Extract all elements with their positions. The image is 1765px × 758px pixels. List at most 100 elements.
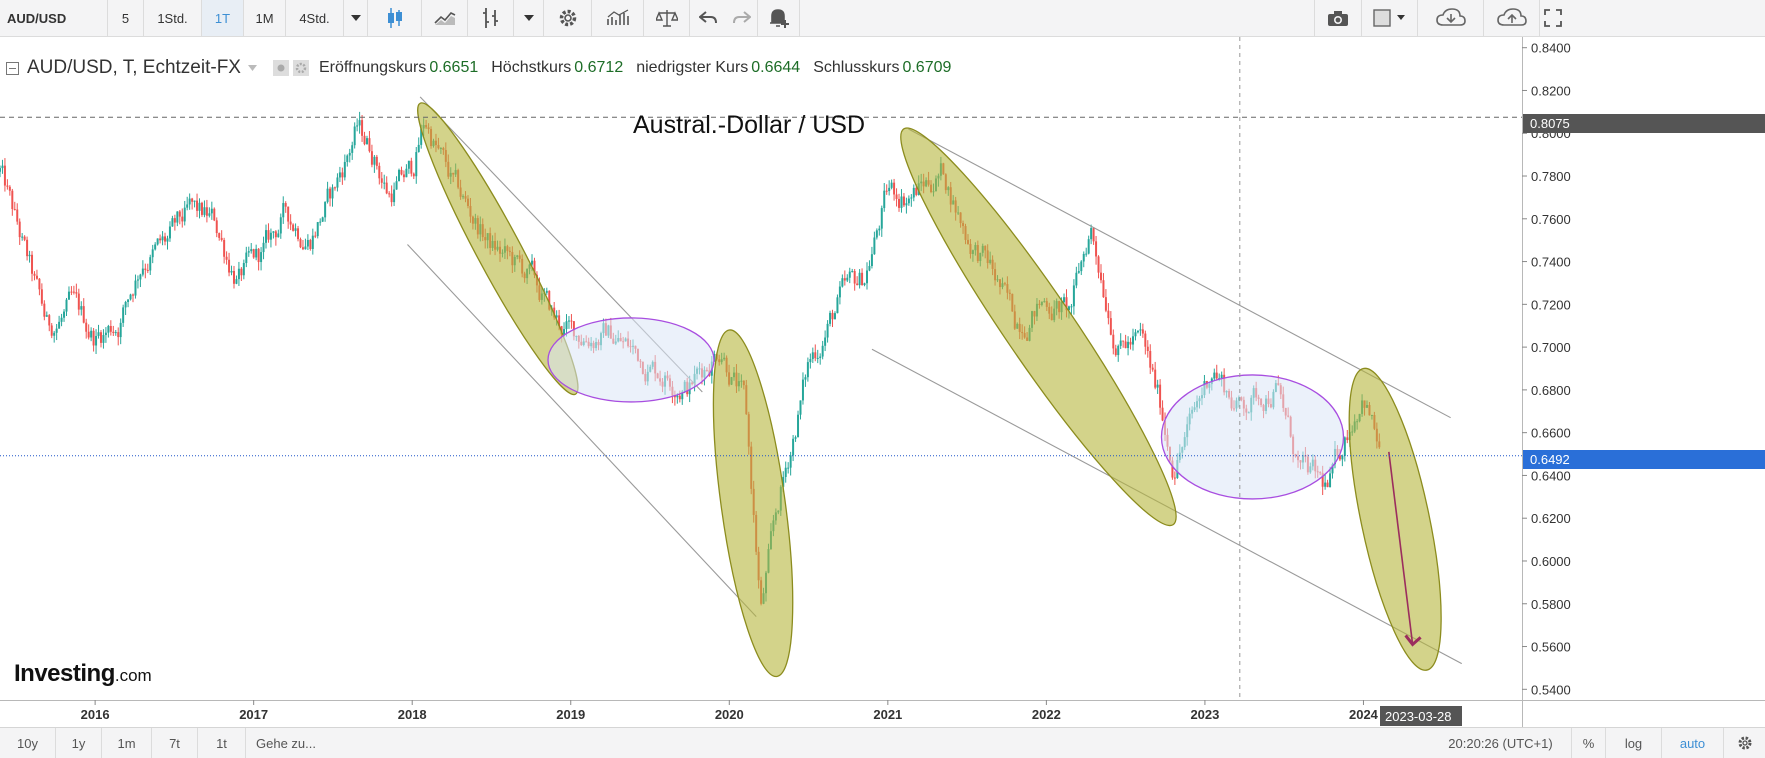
save-layout-button[interactable] — [1484, 0, 1540, 36]
chart-type-bars[interactable] — [468, 0, 514, 36]
candle-body — [905, 203, 908, 206]
interval-1d[interactable]: 1T — [202, 0, 244, 36]
alert-button[interactable] — [758, 0, 800, 36]
candle-body — [402, 174, 405, 178]
interval-1m[interactable]: 1M — [244, 0, 286, 36]
candle-body — [63, 311, 66, 318]
goto-date[interactable]: Gehe zu... — [256, 735, 316, 751]
candle-body — [11, 190, 14, 210]
candle-body — [1329, 473, 1332, 488]
candle-body — [269, 232, 272, 240]
gear-icon[interactable] — [292, 60, 309, 76]
load-layout-button[interactable] — [1418, 0, 1484, 36]
candle-body — [287, 206, 290, 222]
candle-body — [361, 120, 364, 136]
interval-4h[interactable]: 4Std. — [286, 0, 344, 36]
range-1y[interactable]: 1y — [56, 728, 102, 758]
candle-body — [846, 277, 849, 281]
y-tick-label: 0.7800 — [1531, 169, 1571, 184]
candle-body — [915, 187, 918, 195]
settings-button[interactable] — [544, 0, 592, 36]
indicators-button[interactable] — [592, 0, 644, 36]
candle-body — [782, 477, 785, 487]
candle-body — [1136, 330, 1139, 333]
close-value: 0.6709 — [902, 59, 952, 76]
candle-body — [159, 238, 162, 241]
candle-body — [23, 236, 26, 240]
snapshot-button[interactable] — [1314, 0, 1362, 36]
price-chart[interactable]: 0.84000.82000.80000.78000.76000.74000.72… — [0, 0, 1765, 727]
candle-body — [119, 322, 122, 338]
candle-body — [48, 315, 51, 326]
undo-button[interactable] — [690, 0, 726, 36]
candle-body — [72, 291, 75, 293]
candle-body — [90, 330, 93, 338]
candle-body — [1117, 345, 1120, 356]
interval-5[interactable]: 5 — [108, 0, 144, 36]
fullscreen-button[interactable] — [1540, 0, 1565, 36]
candle-body — [277, 233, 280, 238]
channel-line-lower-1 — [407, 244, 757, 617]
candle-body — [893, 182, 896, 195]
series-name[interactable]: AUD/USD, T, Echtzeit-FX — [27, 57, 241, 78]
chevron-down-icon[interactable] — [247, 65, 257, 71]
chevron-down-icon — [350, 15, 361, 21]
candle-body — [341, 172, 344, 178]
candle-body — [40, 289, 43, 304]
candle-body — [151, 249, 154, 258]
cloud-download-icon — [1435, 8, 1466, 26]
candle-body — [1065, 297, 1068, 311]
candle-body — [1144, 333, 1147, 347]
chart-type-candles[interactable] — [368, 0, 422, 36]
visibility-icon[interactable] — [272, 60, 289, 76]
candle-body — [1141, 329, 1144, 334]
candle-body — [531, 260, 534, 265]
candle-body — [681, 391, 684, 400]
interval-1h[interactable]: 1Std. — [144, 0, 202, 36]
candle-body — [1122, 340, 1125, 342]
candle-body — [1159, 384, 1162, 408]
chart-type-area[interactable] — [422, 0, 468, 36]
candle-body — [38, 278, 41, 290]
range-ellipse-1 — [547, 317, 715, 403]
candle-body — [902, 196, 905, 206]
range-10y[interactable]: 10y — [0, 728, 56, 758]
candle-body — [139, 274, 142, 280]
range-7t[interactable]: 7t — [152, 728, 198, 758]
watermark-suffix: .com — [114, 666, 152, 685]
chart-settings-button[interactable] — [1724, 728, 1765, 758]
low-label: niedrigster Kurs — [636, 59, 749, 76]
candle-body — [826, 323, 829, 338]
auto-toggle[interactable]: auto — [1662, 728, 1724, 758]
candle-body — [235, 279, 238, 284]
candle-body — [299, 239, 302, 248]
candle-body — [146, 269, 149, 271]
layout-button[interactable] — [1362, 0, 1418, 36]
log-toggle[interactable]: log — [1606, 728, 1662, 758]
candle-body — [289, 221, 292, 225]
candle-body — [833, 313, 836, 320]
interval-dropdown[interactable] — [344, 0, 368, 36]
percent-toggle[interactable]: % — [1572, 728, 1606, 758]
collapse-icon[interactable] — [6, 61, 19, 75]
symbol-search[interactable]: AUD/USD — [0, 0, 108, 36]
redo-button[interactable] — [726, 0, 758, 36]
clock: 20:20:26 (UTC+1) — [1430, 728, 1572, 758]
candle-body — [265, 230, 268, 243]
candle-body — [385, 182, 388, 194]
range-1t[interactable]: 1t — [198, 728, 246, 758]
candle-body — [250, 249, 253, 252]
candle-body — [856, 283, 859, 286]
x-tick-label: 2017 — [239, 707, 268, 722]
candle-body — [6, 185, 9, 187]
candle-body — [353, 126, 356, 146]
candle-body — [1220, 374, 1223, 379]
range-ellipse-2 — [1160, 374, 1345, 500]
range-1m[interactable]: 1m — [102, 728, 152, 758]
candle-body — [555, 315, 558, 318]
last-price-label-bg — [1523, 450, 1765, 469]
y-tick-label: 0.7600 — [1531, 212, 1571, 227]
chart-type-dropdown[interactable] — [514, 0, 544, 36]
candle-body — [99, 332, 102, 343]
compare-button[interactable] — [644, 0, 690, 36]
